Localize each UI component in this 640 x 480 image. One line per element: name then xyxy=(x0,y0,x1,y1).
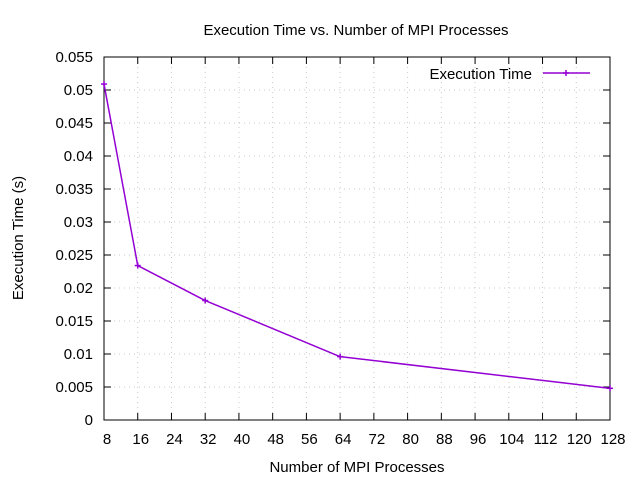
legend-label-execution-time: Execution Time xyxy=(429,66,532,83)
y-tick-label: 0 xyxy=(85,412,93,429)
x-tick-label: 40 xyxy=(234,431,251,448)
x-tick-label: 128 xyxy=(600,431,625,448)
x-tick-label: 104 xyxy=(499,431,524,448)
x-tick-labels: 8 16 24 32 40 48 56 64 72 80 88 96 104 112 120 128 xyxy=(103,431,626,448)
x-tick-label: 96 xyxy=(470,431,487,448)
x-tick-label: 56 xyxy=(301,431,318,448)
x-tick-label: 88 xyxy=(436,431,453,448)
data-point xyxy=(101,81,107,88)
legend-marker-plus xyxy=(563,70,569,76)
data-point xyxy=(202,297,209,304)
y-tick-label: 0.04 xyxy=(64,148,93,165)
plot-area-frame xyxy=(103,56,611,421)
y-tick-label: 0.045 xyxy=(55,115,93,132)
chart-title: Execution Time vs. Number of MPI Process… xyxy=(203,22,508,39)
legend-marker xyxy=(563,70,569,76)
legend: Execution Time xyxy=(429,66,590,83)
series xyxy=(101,81,613,392)
y-tick-label: 0.03 xyxy=(64,214,93,231)
y-tick-label: 0.005 xyxy=(55,379,93,396)
y-tick-label: 0.035 xyxy=(55,181,93,198)
x-axis-label: Number of MPI Processes xyxy=(269,459,444,476)
x-tick-label: 64 xyxy=(335,431,352,448)
y-tick-label: 0.05 xyxy=(64,82,93,99)
data-point xyxy=(134,262,141,269)
y-tick-label: 0.055 xyxy=(55,49,93,66)
y-tick-labels: 0 0.005 0.01 0.015 0.02 0.025 0.03 0.035 0.04 0.0… xyxy=(55,49,93,429)
x-tick-label: 112 xyxy=(534,431,558,448)
x-tick-label: 80 xyxy=(402,431,419,448)
x-tick-label: 48 xyxy=(267,431,284,448)
data-point xyxy=(607,385,613,392)
y-tick-label: 0.015 xyxy=(55,313,93,330)
y-tick-label: 0.01 xyxy=(64,346,93,363)
y-axis-label: Execution Time (s) xyxy=(10,176,27,300)
axis-ticks xyxy=(103,56,611,421)
data-point xyxy=(337,353,344,360)
y-tick-label: 0.02 xyxy=(64,280,93,297)
x-tick-label: 120 xyxy=(567,431,592,448)
series-line-execution-time xyxy=(103,83,611,390)
x-tick-label: 24 xyxy=(166,431,183,448)
grid xyxy=(104,57,610,420)
x-tick-label: 16 xyxy=(132,431,149,448)
y-tick-label: 0.025 xyxy=(55,247,93,264)
x-tick-label: 8 xyxy=(103,431,111,448)
x-tick-label: 32 xyxy=(200,431,217,448)
x-tick-label: 72 xyxy=(369,431,386,448)
